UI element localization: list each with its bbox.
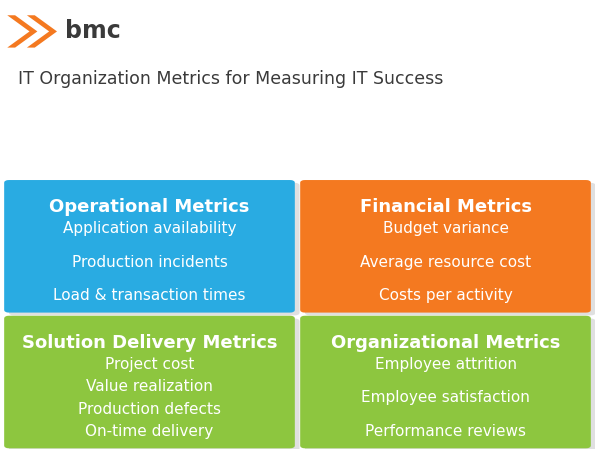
FancyBboxPatch shape [300, 316, 591, 448]
Text: Costs per activity: Costs per activity [378, 288, 512, 303]
FancyBboxPatch shape [305, 318, 595, 449]
Text: Production defects: Production defects [78, 401, 221, 417]
Text: Average resource cost: Average resource cost [360, 255, 531, 269]
Text: Production incidents: Production incidents [71, 255, 227, 269]
Text: Load & transaction times: Load & transaction times [53, 288, 246, 303]
Text: Financial Metrics: Financial Metrics [359, 198, 531, 216]
Text: Budget variance: Budget variance [383, 221, 509, 236]
FancyBboxPatch shape [305, 183, 595, 315]
Polygon shape [27, 15, 57, 48]
Text: Employee attrition: Employee attrition [374, 357, 516, 372]
Text: Application availability: Application availability [62, 221, 236, 236]
FancyBboxPatch shape [300, 180, 591, 313]
Text: Employee satisfaction: Employee satisfaction [361, 390, 530, 405]
Polygon shape [7, 15, 37, 48]
Text: Operational Metrics: Operational Metrics [49, 198, 250, 216]
FancyBboxPatch shape [4, 180, 295, 313]
Text: Performance reviews: Performance reviews [365, 424, 526, 439]
FancyBboxPatch shape [9, 183, 299, 315]
FancyBboxPatch shape [9, 318, 299, 449]
Text: Solution Delivery Metrics: Solution Delivery Metrics [22, 334, 277, 352]
Text: bmc: bmc [65, 19, 121, 44]
Text: On-time delivery: On-time delivery [85, 424, 214, 439]
Text: Project cost: Project cost [105, 357, 194, 372]
Text: Organizational Metrics: Organizational Metrics [331, 334, 560, 352]
Text: Value realization: Value realization [86, 379, 213, 394]
Text: IT Organization Metrics for Measuring IT Success: IT Organization Metrics for Measuring IT… [18, 70, 443, 88]
FancyBboxPatch shape [4, 316, 295, 448]
